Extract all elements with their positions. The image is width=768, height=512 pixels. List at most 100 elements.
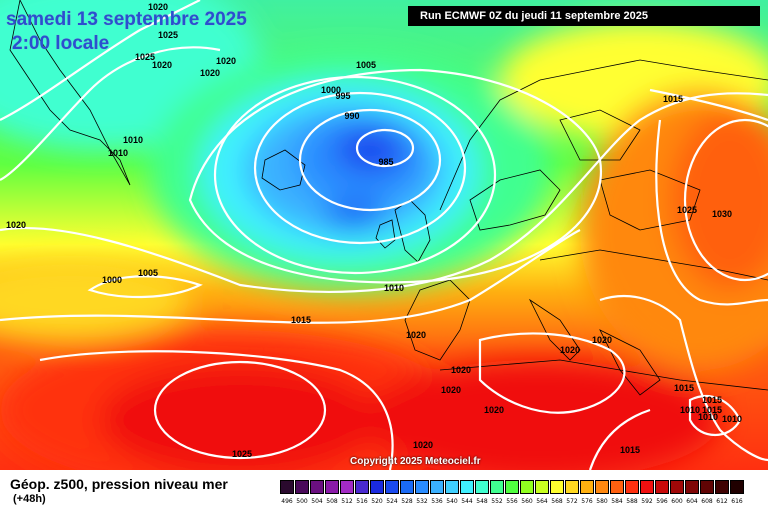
pressure-label: 1000	[321, 85, 341, 95]
scale-swatch	[370, 480, 384, 494]
scale-swatch	[670, 480, 684, 494]
pressure-label: 1015	[674, 383, 694, 393]
pressure-label: 1010	[384, 283, 404, 293]
pressure-label: 1020	[148, 2, 168, 12]
scale-label: 532	[416, 498, 428, 505]
run-info-banner: Run ECMWF 0Z du jeudi 11 septembre 2025	[408, 6, 760, 26]
scale-label: 592	[641, 498, 653, 505]
scale-label: 548	[476, 498, 488, 505]
pressure-label: 1000	[102, 275, 122, 285]
scale-swatch	[700, 480, 714, 494]
legend-subtitle: (+48h)	[13, 493, 46, 505]
pressure-label: 1025	[135, 52, 155, 62]
pressure-label: 1005	[356, 60, 376, 70]
scale-swatch	[310, 480, 324, 494]
scale-label: 608	[701, 498, 713, 505]
scale-label: 512	[341, 498, 353, 505]
pressure-label: 1015	[702, 405, 722, 415]
pressure-label: 1020	[200, 68, 220, 78]
pressure-label: 1010	[722, 414, 742, 424]
pressure-label: 1020	[406, 330, 426, 340]
scale-swatch	[490, 480, 504, 494]
pressure-label: 1010	[108, 148, 128, 158]
scale-label: 544	[461, 498, 473, 505]
pressure-label: 1015	[620, 445, 640, 455]
scale-swatch	[580, 480, 594, 494]
pressure-label: 1020	[560, 345, 580, 355]
scale-swatch	[355, 480, 369, 494]
pressure-label: 1020	[216, 56, 236, 66]
scale-swatch	[535, 480, 549, 494]
pressure-label: 1025	[232, 449, 252, 459]
pressure-label: 985	[378, 157, 393, 167]
scale-label: 520	[371, 498, 383, 505]
pressure-label: 1005	[138, 268, 158, 278]
color-scale: 496 500 504 508 512 516 520 524 528 532 536 540 544 5…	[280, 480, 746, 508]
scale-label: 580	[596, 498, 608, 505]
scale-swatch	[280, 480, 294, 494]
pressure-label: 995	[335, 91, 350, 101]
scale-label: 584	[611, 498, 623, 505]
scale-swatch	[430, 480, 444, 494]
scale-label: 604	[686, 498, 698, 505]
scale-label: 528	[401, 498, 413, 505]
scale-label: 576	[581, 498, 593, 505]
scale-swatch	[595, 480, 609, 494]
pressure-label: 1015	[663, 94, 683, 104]
scale-swatch	[385, 480, 399, 494]
scale-swatch	[460, 480, 474, 494]
copyright-notice: Copyright 2025 Meteociel.fr	[350, 456, 481, 467]
scale-label: 588	[626, 498, 638, 505]
scale-label: 552	[491, 498, 503, 505]
scale-label: 496	[281, 498, 293, 505]
scale-swatch	[640, 480, 654, 494]
scale-swatch	[475, 480, 489, 494]
scale-swatch	[445, 480, 459, 494]
scale-label: 616	[731, 498, 743, 505]
scale-swatch	[655, 480, 669, 494]
scale-swatch	[400, 480, 414, 494]
pressure-label: 1010	[680, 405, 700, 415]
legend-title: Géop. z500, pression niveau mer	[10, 476, 228, 492]
pressure-label: 1030	[712, 209, 732, 219]
pressure-label: 1010	[698, 412, 718, 422]
forecast-time: 2:00 locale	[12, 33, 110, 54]
scale-swatch	[520, 480, 534, 494]
scale-label: 568	[551, 498, 563, 505]
pressure-label: 1025	[677, 205, 697, 215]
pressure-label: 1020	[152, 60, 172, 70]
scale-label: 564	[536, 498, 548, 505]
pressure-label: 1020	[592, 335, 612, 345]
forecast-date: samedi 13 septembre 2025	[6, 9, 247, 30]
pressure-label: 1020	[441, 385, 461, 395]
pressure-label: 1015	[291, 315, 311, 325]
scale-swatch	[325, 480, 339, 494]
pressure-label: 990	[344, 111, 359, 121]
scale-swatch	[715, 480, 729, 494]
pressure-label: 1015	[702, 395, 722, 405]
pressure-label: 1020	[451, 365, 471, 375]
scale-label: 596	[656, 498, 668, 505]
scale-label: 540	[446, 498, 458, 505]
scale-label: 500	[296, 498, 308, 505]
scale-swatch	[295, 480, 309, 494]
scale-label: 560	[521, 498, 533, 505]
weather-map: 1020 1025 1025 1020 1020 1020 1005 1000 995 990 98…	[0, 0, 768, 470]
scale-label: 556	[506, 498, 518, 505]
scale-swatch	[505, 480, 519, 494]
scale-swatch	[415, 480, 429, 494]
scale-label: 504	[311, 498, 323, 505]
pressure-label: 1020	[413, 440, 433, 450]
scale-swatch	[550, 480, 564, 494]
pressure-label: 1025	[158, 30, 178, 40]
scale-swatch	[340, 480, 354, 494]
pressure-label: 1020	[6, 220, 26, 230]
pressure-label: 1020	[484, 405, 504, 415]
scale-swatch	[625, 480, 639, 494]
scale-label: 516	[356, 498, 368, 505]
scale-label: 600	[671, 498, 683, 505]
scale-label: 536	[431, 498, 443, 505]
scale-swatch	[565, 480, 579, 494]
